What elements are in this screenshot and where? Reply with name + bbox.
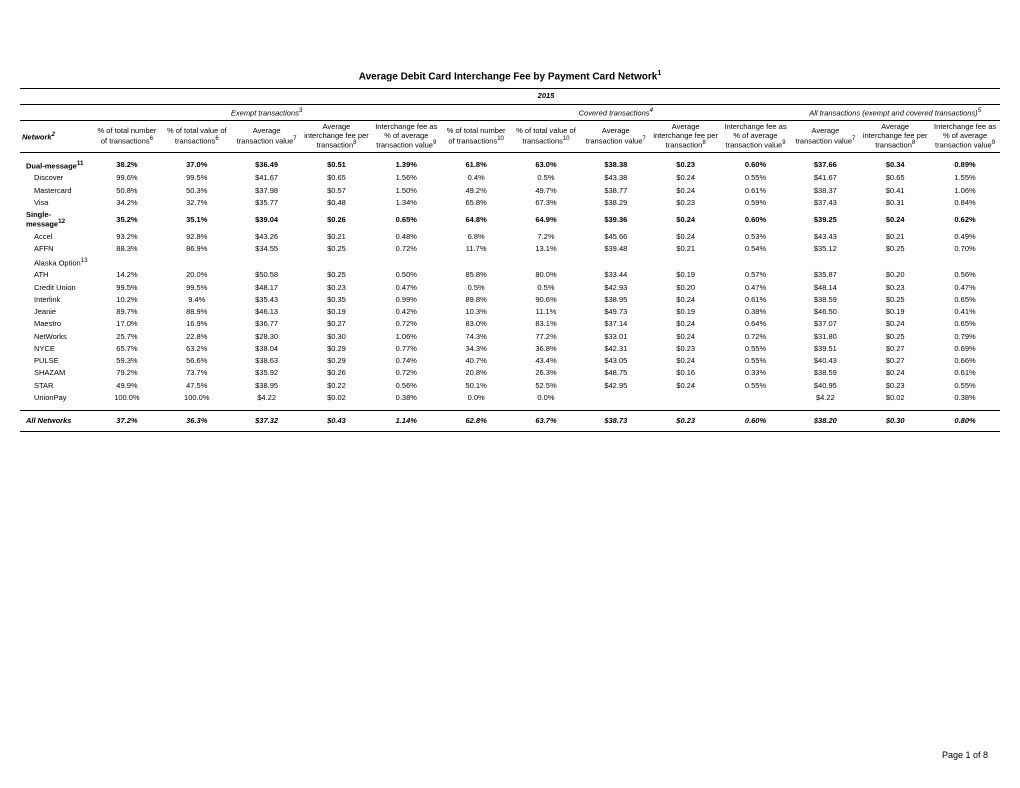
single-message-row: Single-message12 35.2%35.1%$39.04$0.260.… bbox=[20, 209, 1000, 231]
table-row: NYCE65.7%63.2%$38.04$0.290.77%34.3%36.8%… bbox=[20, 343, 1000, 355]
table-row: UnionPay100.0%100.0%$4.22$0.020.38%0.0%0… bbox=[20, 392, 1000, 404]
interchange-table: 2015 Exempt transactions3 Covered transa… bbox=[20, 88, 1000, 432]
table-row: Discover99.6%99.5%$41.67$0.651.56%0.4%0.… bbox=[20, 172, 1000, 184]
table-row: Credit Union99.5%99.5%$48.17$0.230.47%0.… bbox=[20, 282, 1000, 294]
table-row: Alaska Option13 bbox=[20, 256, 1000, 270]
table-row: SHAZAM79.2%73.7%$35.92$0.260.72%20.8%26.… bbox=[20, 367, 1000, 379]
table-row: NetWorks25.7%22.8%$28.30$0.301.06%74.3%7… bbox=[20, 331, 1000, 343]
column-headers: Network2 % of total number of transactio… bbox=[20, 121, 1000, 152]
table-row: Visa34.2%32.7%$35.77$0.481.34%65.8%67.3%… bbox=[20, 197, 1000, 209]
year-row: 2015 bbox=[20, 89, 1000, 104]
table-row: Maestro17.0%16.9%$36.77$0.270.72%83.0%83… bbox=[20, 318, 1000, 330]
table-row: ATH14.2%20.0%$50.58$0.250.50%85.8%80.0%$… bbox=[20, 269, 1000, 281]
table-row: STAR49.9%47.5%$38.95$0.220.56%50.1%52.5%… bbox=[20, 380, 1000, 392]
table-row: Accel93.2%92.8%$43.26$0.210.48%6.8%7.2%$… bbox=[20, 231, 1000, 243]
table-row: Interlink10.2%9.4%$35.43$0.350.99%89.8%9… bbox=[20, 294, 1000, 306]
table-row: PULSE59.3%56.6%$38.63$0.290.74%40.7%43.4… bbox=[20, 355, 1000, 367]
table-row: Jeanie89.7%88.9%$46.13$0.190.42%10.3%11.… bbox=[20, 306, 1000, 318]
dual-message-row: Dual-message11 38.2%37.0%$36.49$0.511.39… bbox=[20, 159, 1000, 173]
table-row: AFFN88.3%86.9%$34.55$0.250.72%11.7%13.1%… bbox=[20, 243, 1000, 255]
table-row: Mastercard50.8%50.3%$37.98$0.571.50%49.2… bbox=[20, 185, 1000, 197]
page-footer: Page 1 of 8 bbox=[942, 750, 988, 760]
all-networks-row: All Networks 37.2%36.3%$37.32$0.431.14%6… bbox=[20, 411, 1000, 432]
group-row: Exempt transactions3 Covered transaction… bbox=[20, 104, 1000, 121]
page-title: Average Debit Card Interchange Fee by Pa… bbox=[20, 70, 1000, 82]
